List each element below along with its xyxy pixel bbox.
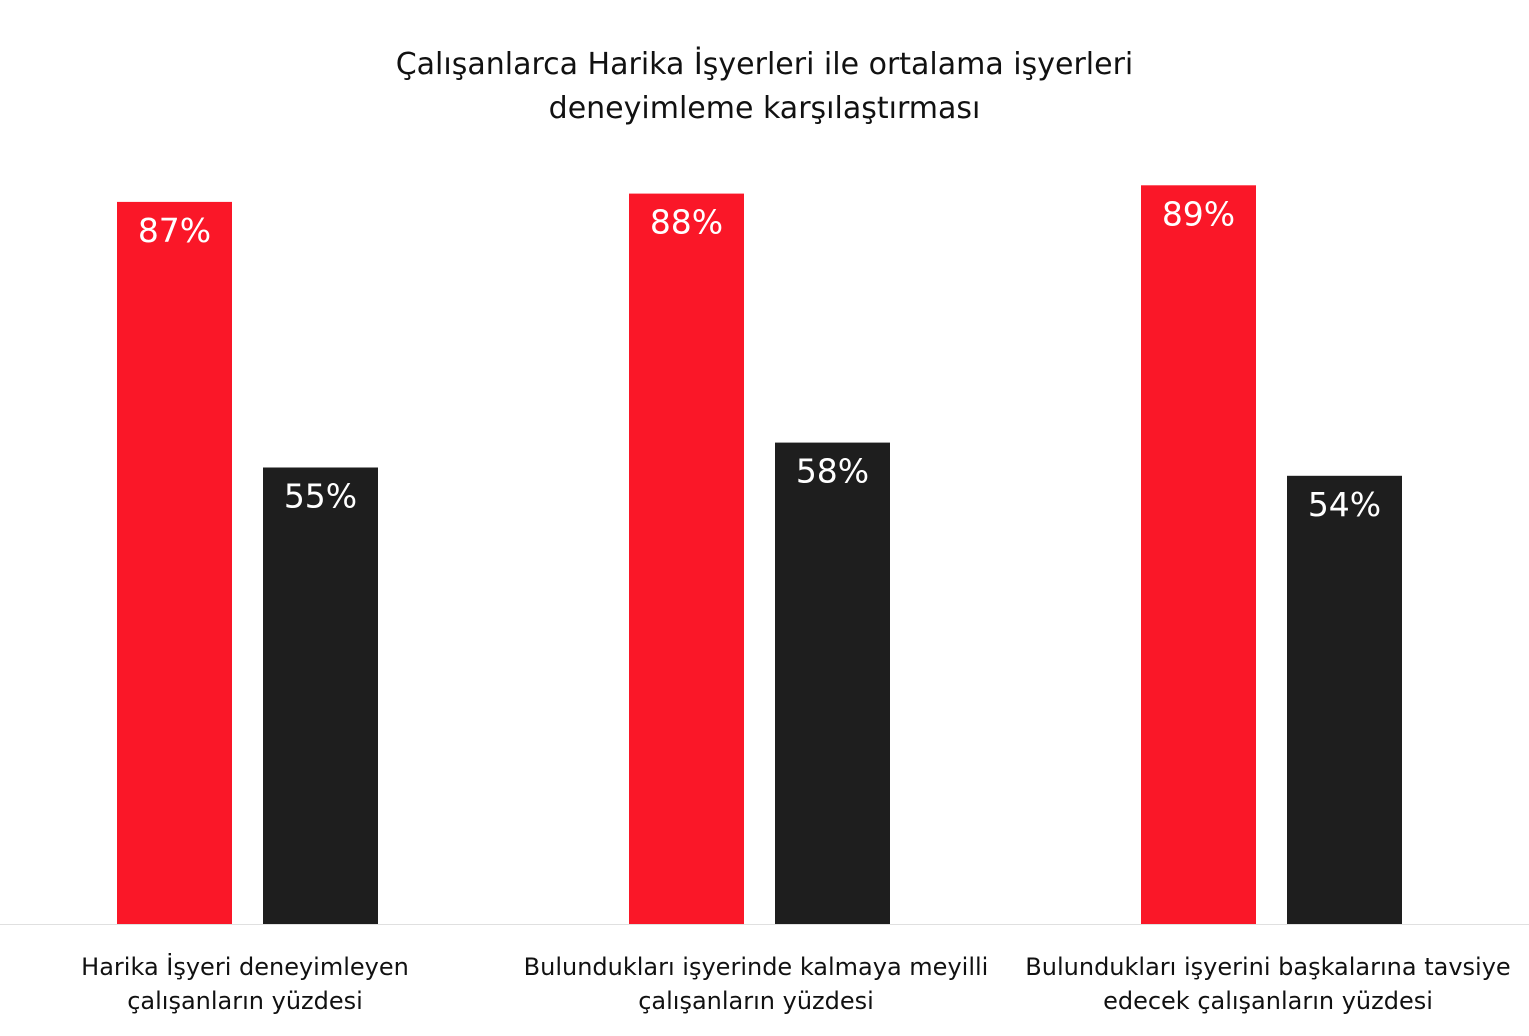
- category-label-1-line-1: Bulundukları işyerinde kalmaya meyilli: [523, 953, 989, 981]
- category-label-1: Bulundukları işyerinde kalmaya meyilli ç…: [496, 950, 1016, 1018]
- category-label-0-line-1: Harika İşyeri deneyimleyen: [81, 953, 409, 981]
- category-label-2-line-1: Bulundukları işyerini başkalarına tavsiy…: [1025, 953, 1511, 981]
- category-label-0: Harika İşyeri deneyimleyen çalışanların …: [0, 950, 505, 1018]
- data-label-series-1-category-2: 54%: [1308, 485, 1381, 524]
- bar-series-0-category-2: [1141, 185, 1256, 925]
- chart-title-line-2: deneyimleme karşılaştırması: [548, 91, 981, 126]
- category-label-1-line-2: çalışanların yüzdesi: [638, 987, 874, 1015]
- category-label-0-line-2: çalışanların yüzdesi: [127, 987, 363, 1015]
- bar-series-1-category-0: [263, 467, 378, 924]
- bar-series-0-category-1: [629, 193, 744, 925]
- data-label-series-0-category-1: 88%: [650, 203, 723, 242]
- data-label-series-1-category-0: 55%: [284, 477, 357, 516]
- data-label-series-1-category-1: 58%: [796, 452, 869, 491]
- chart-title-line-1: Çalışanlarca Harika İşyerleri ile ortala…: [395, 47, 1134, 82]
- bar-series-0-category-0: [117, 201, 232, 924]
- bar-series-1-category-2: [1287, 475, 1402, 924]
- data-label-series-0-category-0: 87%: [138, 211, 211, 250]
- data-label-series-0-category-2: 89%: [1162, 194, 1235, 233]
- bar-series-1-category-1: [775, 442, 890, 924]
- category-label-2-line-2: edecek çalışanların yüzdesi: [1103, 987, 1433, 1015]
- category-label-2: Bulundukları işyerini başkalarına tavsiy…: [1008, 950, 1528, 1018]
